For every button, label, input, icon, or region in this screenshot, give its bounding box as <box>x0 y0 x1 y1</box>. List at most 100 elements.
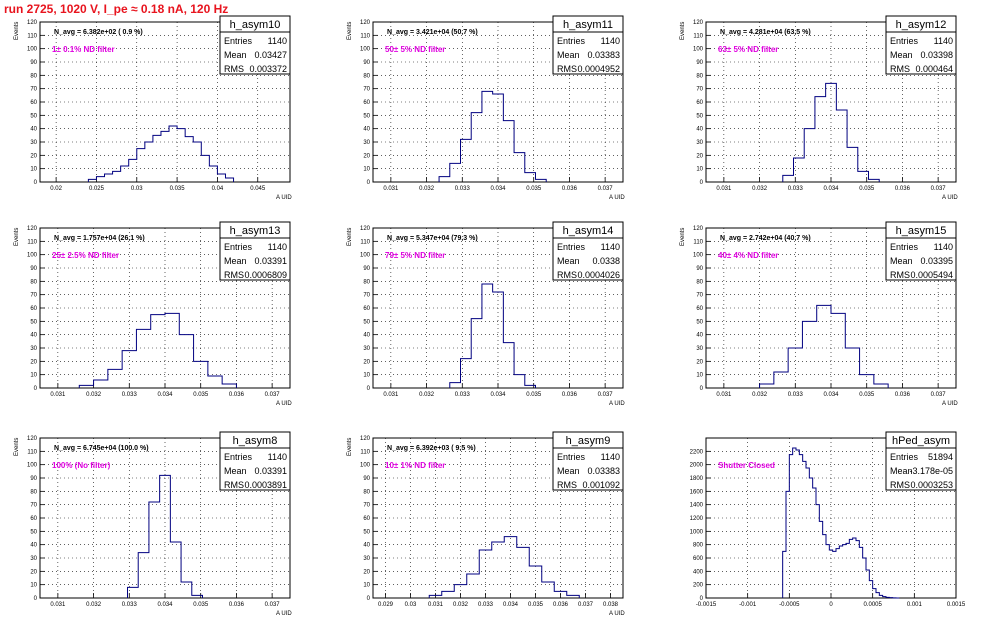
y-tick-label: 10 <box>30 167 37 173</box>
stats-value: 1140 <box>601 242 620 252</box>
x-tick-label: -0.001 <box>739 602 757 608</box>
filter-label: 40± 4% ND filter <box>718 251 778 260</box>
stats-key: Entries <box>557 242 586 252</box>
x-tick-label: 0.031 <box>428 602 444 608</box>
y-tick-label: 1400 <box>690 503 704 509</box>
y-tick-label: 70 <box>30 293 37 299</box>
navg-label: N_avg = 6.745e+04 (100.0 %) <box>54 445 149 452</box>
y-axis-label: Events <box>14 438 20 456</box>
stats-key: Entries <box>890 36 919 46</box>
stats-key: Mean <box>890 256 913 266</box>
x-tick-label: 0.035 <box>526 186 542 192</box>
y-tick-label: 80 <box>363 489 370 495</box>
histogram-panel-h_asym8: 0 10 20 30 40 50 60 70 80 90 100 110 120 0.031 0.032 0.… <box>14 431 292 617</box>
navg-label: N_avg = 6.392e+03 ( 9.5 %) <box>387 445 476 452</box>
histogram-name: h_asym11 <box>563 19 613 31</box>
stats-key: Mean <box>224 256 247 266</box>
y-tick-label: 50 <box>696 113 703 119</box>
y-tick-label: 800 <box>693 543 704 549</box>
y-tick-label: 30 <box>30 140 37 146</box>
x-axis-label: A UID <box>609 195 625 201</box>
x-tick-label: 0.031 <box>50 392 66 398</box>
y-tick-label: 110 <box>27 33 37 39</box>
histogram-line <box>449 283 536 388</box>
y-tick-label: 120 <box>693 226 704 232</box>
x-tick-label: 0.032 <box>453 602 469 608</box>
navg-label: N_avg = 2.742e+04 (40.7 %) <box>720 235 811 242</box>
histogram-line <box>782 82 880 182</box>
x-tick-label: 0.034 <box>490 392 506 398</box>
y-tick-label: 30 <box>30 346 37 352</box>
y-tick-label: 90 <box>30 476 37 482</box>
y-tick-label: 70 <box>30 503 37 509</box>
stats-value: 1140 <box>268 242 287 252</box>
x-tick-label: 0.035 <box>170 186 186 192</box>
y-tick-label: 10 <box>363 373 370 379</box>
x-tick-label: 0.037 <box>931 186 947 192</box>
stats-box: h_asym11 Entries 1140 Mean 0.03383 RMS 0.00049… <box>552 15 624 75</box>
y-tick-label: 70 <box>363 503 370 509</box>
y-tick-label: 1000 <box>690 529 704 535</box>
stats-value: 0.03391 <box>254 466 287 476</box>
x-tick-label: 0.034 <box>157 392 173 398</box>
x-tick-label: 0.034 <box>823 392 839 398</box>
stats-value: 1140 <box>934 36 953 46</box>
stats-key: Entries <box>557 36 586 46</box>
y-tick-label: 120 <box>360 226 371 232</box>
histogram-line <box>438 90 547 182</box>
y-tick-label: 40 <box>696 127 703 133</box>
x-axis-label: A UID <box>942 401 958 407</box>
stats-key: RMS <box>890 270 910 280</box>
stats-key: RMS <box>224 64 244 74</box>
x-tick-label: 0.0005 <box>863 602 882 608</box>
histogram-name: h_asym10 <box>230 19 281 31</box>
y-tick-label: 40 <box>363 127 370 133</box>
x-tick-label: 0.035 <box>528 602 544 608</box>
stats-value: 0.0005494 <box>910 270 953 280</box>
x-tick-label: 0.035 <box>859 186 875 192</box>
y-tick-label: 110 <box>360 33 370 39</box>
y-tick-label: 100 <box>27 253 38 259</box>
stats-value: 0.000464 <box>915 64 953 74</box>
y-tick-label: 50 <box>30 113 37 119</box>
y-tick-label: 60 <box>363 516 370 522</box>
histogram-line <box>78 312 237 388</box>
filter-label: 10± 1% ND filter <box>385 461 445 470</box>
y-tick-label: 30 <box>696 346 703 352</box>
y-tick-label: 0 <box>700 386 704 392</box>
y-tick-label: 120 <box>360 20 371 26</box>
x-tick-label: 0.033 <box>122 602 138 608</box>
y-tick-label: 120 <box>693 20 704 26</box>
y-tick-label: 20 <box>30 569 37 575</box>
filter-label: 50± 5% ND filter <box>385 45 445 54</box>
histogram-panel-h_asym10: 0 10 20 30 40 50 60 70 80 90 100 110 120 0.02 0.025 0.0… <box>14 15 292 201</box>
x-tick-label: 0.033 <box>455 392 471 398</box>
histogram-panel-h_asym13: 0 10 20 30 40 50 60 70 80 90 100 110 120 0.031 0.032 0.… <box>14 221 292 407</box>
y-tick-label: 70 <box>363 293 370 299</box>
x-tick-label: 0.035 <box>526 392 542 398</box>
x-tick-label: 0.034 <box>157 602 173 608</box>
y-tick-label: 1600 <box>690 489 704 495</box>
stats-key: RMS <box>890 480 910 490</box>
y-tick-label: 0 <box>700 180 704 186</box>
x-tick-label: 0.034 <box>490 186 506 192</box>
stats-value: 0.03427 <box>254 50 287 60</box>
y-tick-label: 10 <box>696 373 703 379</box>
stats-value: 0.0004026 <box>577 270 620 280</box>
stats-box: h_asym8 Entries 1140 Mean 0.03391 RMS 0.000389… <box>219 431 291 491</box>
histogram-name: hPed_asym <box>892 435 950 447</box>
navg-label: N_avg = 5.347e+04 (79.3 %) <box>387 235 478 242</box>
stats-box-frame <box>885 431 957 491</box>
stats-value: 0.03383 <box>587 466 620 476</box>
x-tick-label: 0 <box>829 602 833 608</box>
histogram-panel-h_asym14: 0 10 20 30 40 50 60 70 80 90 100 110 120 0.031 0.032 0.… <box>347 221 625 407</box>
x-tick-label: 0.031 <box>716 392 732 398</box>
y-tick-label: 0 <box>367 180 371 186</box>
x-tick-label: 0.035 <box>193 602 209 608</box>
y-tick-label: 0 <box>700 596 704 602</box>
x-tick-label: 0.035 <box>193 392 209 398</box>
y-axis-label: Events <box>14 22 20 40</box>
x-tick-label: 0.036 <box>895 186 911 192</box>
x-tick-label: 0.029 <box>378 602 394 608</box>
